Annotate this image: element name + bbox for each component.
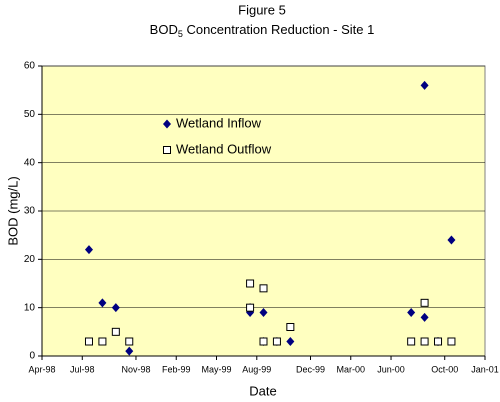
y-tick-label: 40 [24, 157, 36, 168]
point [111, 303, 120, 313]
subtitle-part: BOD [150, 22, 178, 37]
x-tick-label: May-99 [202, 364, 232, 374]
y-tick-label: 60 [24, 61, 36, 72]
legend-label: Wetland Inflow [176, 115, 262, 130]
x-tick-label: Jun-00 [377, 364, 405, 374]
point [98, 298, 107, 308]
point [272, 337, 281, 346]
point [98, 337, 107, 346]
point [447, 235, 456, 245]
point [111, 327, 120, 336]
point [84, 337, 93, 346]
point [420, 337, 429, 346]
legend-marker [163, 119, 171, 129]
point [420, 298, 429, 307]
x-tick-label: Dec-99 [296, 364, 325, 374]
point [447, 337, 456, 346]
point [420, 80, 429, 90]
point [125, 346, 134, 356]
x-tick-label: Oct-00 [431, 364, 458, 374]
y-tick-label: 30 [24, 206, 36, 217]
point [407, 337, 416, 346]
x-tick-label: Mar-00 [336, 364, 365, 374]
x-tick-label: Feb-99 [162, 364, 191, 374]
point [286, 337, 295, 346]
point [125, 337, 134, 346]
y-tick-label: 10 [24, 302, 36, 313]
point [434, 337, 443, 346]
point [259, 308, 268, 317]
point [407, 308, 416, 317]
x-tick-label: Jul-98 [70, 364, 95, 374]
subtitle-part: Concentration Reduction - Site 1 [183, 22, 375, 37]
point [246, 279, 255, 288]
chart-subtitle: BOD5 Concentration Reduction - Site 1 [150, 22, 375, 39]
point [246, 303, 255, 312]
x-tick-label: Aug-99 [242, 364, 271, 374]
y-tick-label: 20 [24, 254, 36, 265]
x-tick-label: Apr-98 [28, 364, 55, 374]
legend-label: Wetland Outflow [176, 141, 272, 156]
subtitle-subscript: 5 [178, 29, 183, 39]
point [84, 245, 93, 255]
legend-marker [163, 146, 171, 154]
point [420, 312, 429, 322]
x-tick-label: Nov-98 [121, 364, 150, 374]
y-tick-label: 50 [24, 109, 36, 120]
chart-title: Figure 5 [238, 2, 286, 17]
y-tick-label: 0 [29, 351, 35, 362]
point [259, 284, 268, 293]
point [286, 323, 295, 331]
x-tick-label: Jan-01 [471, 364, 499, 374]
point [259, 337, 268, 346]
x-axis-label: Date [249, 383, 276, 398]
y-axis-label: BOD (mg/L) [5, 176, 20, 245]
legend-box [155, 112, 290, 162]
